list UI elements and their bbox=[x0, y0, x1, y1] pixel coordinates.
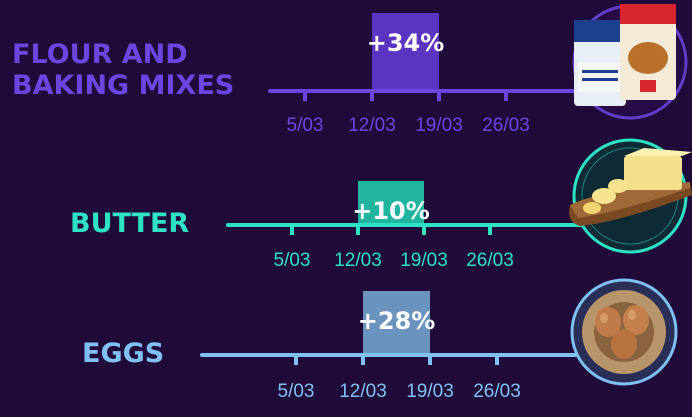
category-label: EGGS bbox=[82, 338, 164, 369]
flour-packages-image bbox=[572, 4, 688, 120]
tick-label: 19/03 bbox=[406, 381, 454, 402]
change-bar bbox=[363, 291, 430, 355]
tick-label: 5/03 bbox=[274, 250, 311, 271]
series-row-2: 5/03 12/03 19/03 26/03 +28% EGGS bbox=[82, 291, 587, 402]
tick-label: 5/03 bbox=[278, 381, 315, 402]
percent-change-label: +28% bbox=[358, 307, 436, 335]
tick-label: 12/03 bbox=[334, 250, 382, 271]
percent-change-label: +34% bbox=[367, 29, 445, 57]
tick-label: 12/03 bbox=[339, 381, 387, 402]
category-label: FLOUR AND bbox=[12, 39, 188, 70]
change-bar bbox=[372, 13, 439, 91]
series-row-1: 5/03 12/03 19/03 26/03 +10% BUTTER bbox=[70, 181, 587, 271]
tick-label: 19/03 bbox=[415, 115, 463, 136]
change-bar bbox=[358, 181, 424, 225]
category-label: BAKING MIXES bbox=[12, 70, 234, 101]
eggs-bag-image bbox=[570, 278, 678, 386]
tick-label: 19/03 bbox=[400, 250, 448, 271]
tick-label: 5/03 bbox=[287, 115, 324, 136]
tick-label: 12/03 bbox=[348, 115, 396, 136]
tick-label: 26/03 bbox=[466, 250, 514, 271]
category-label: BUTTER bbox=[70, 208, 189, 239]
percent-change-label: +10% bbox=[352, 197, 430, 225]
butter-board-image bbox=[569, 138, 692, 254]
tick-label: 26/03 bbox=[473, 381, 521, 402]
tick-label: 26/03 bbox=[482, 115, 530, 136]
